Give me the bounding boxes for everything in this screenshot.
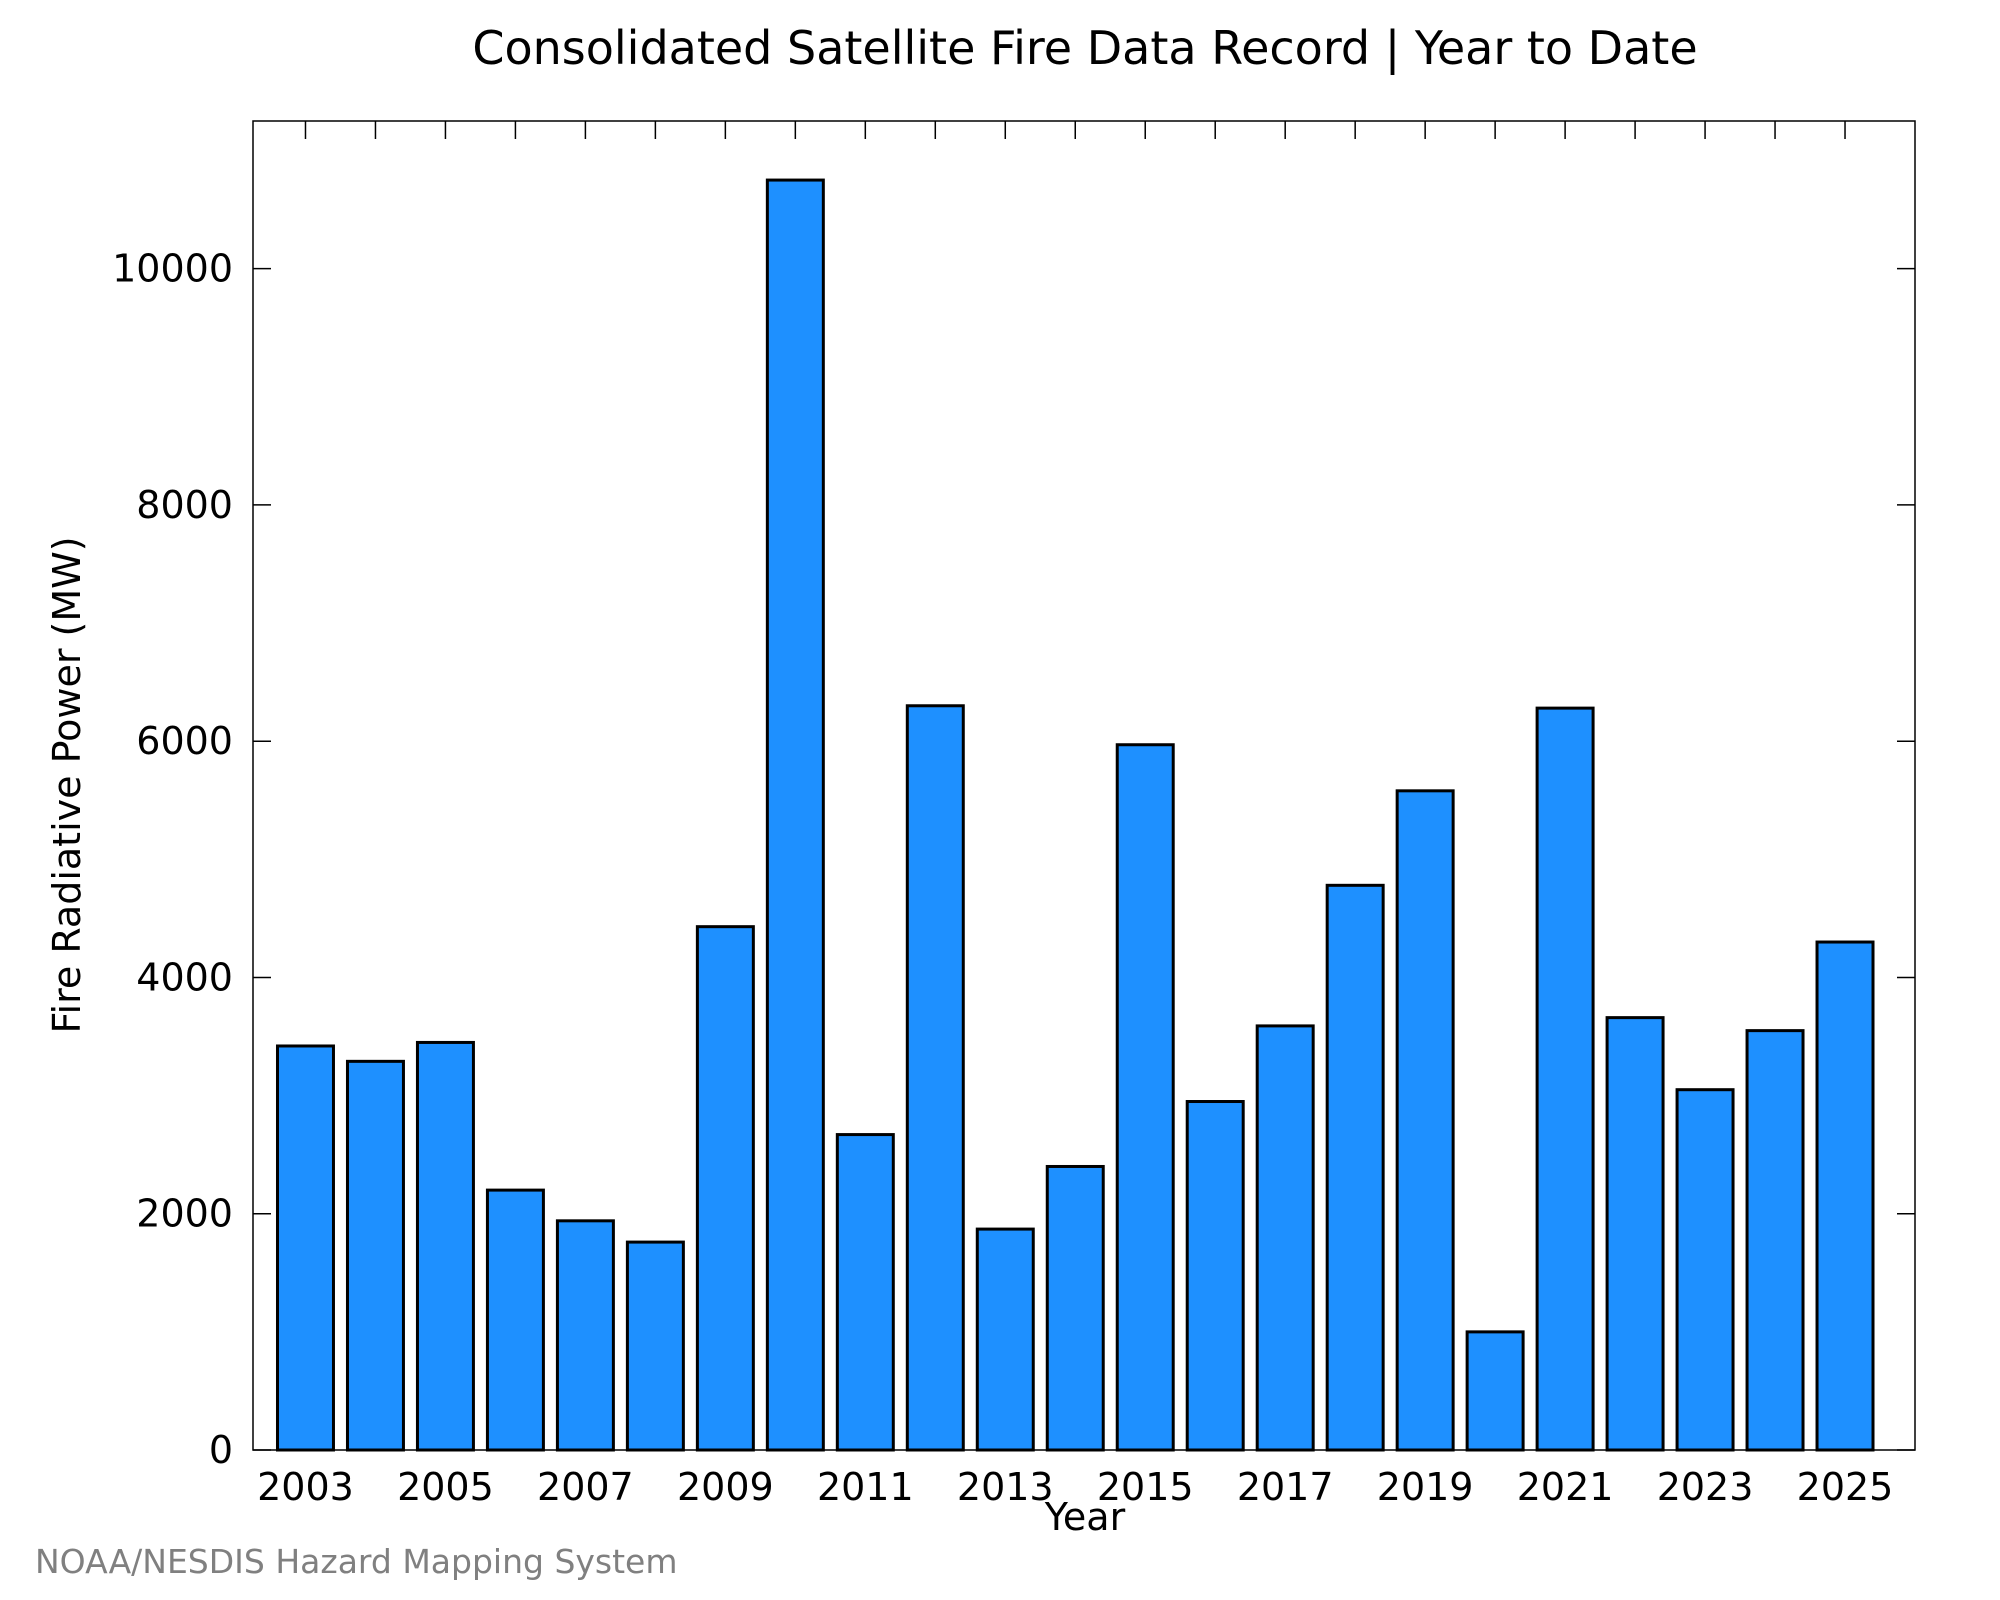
- bar-2020: [1465, 1330, 1525, 1452]
- bar-2003: [275, 1044, 335, 1452]
- bar-2016: [1185, 1100, 1245, 1452]
- bar-2006: [485, 1188, 545, 1452]
- bar-2005: [415, 1040, 475, 1452]
- y-tick-label: 8000: [136, 483, 233, 527]
- bar-2004: [345, 1059, 405, 1452]
- x-tick-label: 2021: [1517, 1465, 1614, 1509]
- y-tick-label: 2000: [136, 1192, 233, 1236]
- bar-2021: [1535, 706, 1595, 1452]
- bar-2009: [695, 925, 755, 1452]
- y-tick-label: 4000: [136, 955, 233, 999]
- bar-2007: [555, 1219, 615, 1452]
- bar-2023: [1675, 1088, 1735, 1452]
- bar-2025: [1815, 940, 1875, 1452]
- x-tick-label: 2023: [1657, 1465, 1754, 1509]
- x-tick-label: 2009: [677, 1465, 774, 1509]
- bar-2018: [1325, 883, 1385, 1452]
- bar-2014: [1045, 1164, 1105, 1452]
- bar-series: [275, 178, 1875, 1452]
- chart-title: Consolidated Satellite Fire Data Record …: [472, 21, 1697, 76]
- x-tick-label: 2025: [1797, 1465, 1894, 1509]
- x-tick-label: 2015: [1097, 1465, 1194, 1509]
- x-tick-label: 2005: [397, 1465, 494, 1509]
- bar-2012: [905, 704, 965, 1452]
- x-axis-label: Year: [1044, 1495, 1126, 1539]
- y-tick-label: 10000: [112, 247, 233, 291]
- bar-2024: [1745, 1029, 1805, 1452]
- x-tick-label: 2011: [817, 1465, 914, 1509]
- y-tick-label: 6000: [136, 719, 233, 763]
- y-axis: 0 2000 4000 6000 8000 10000: [112, 247, 1915, 1472]
- x-tick-label: 2019: [1377, 1465, 1474, 1509]
- bar-2015: [1115, 743, 1175, 1452]
- x-tick-label: 2007: [537, 1465, 634, 1509]
- y-axis-label: Fire Radiative Power (MW): [45, 536, 89, 1033]
- x-tick-label: 2017: [1237, 1465, 1334, 1509]
- bar-2010: [765, 178, 825, 1452]
- bar-2022: [1605, 1016, 1665, 1452]
- x-tick-label: 2013: [957, 1465, 1054, 1509]
- credit-text: NOAA/NESDIS Hazard Mapping System: [35, 1542, 678, 1581]
- bar-2011: [835, 1133, 895, 1452]
- bar-2013: [975, 1227, 1035, 1452]
- y-tick-label: 0: [209, 1428, 233, 1472]
- bar-2017: [1255, 1024, 1315, 1452]
- bar-2008: [625, 1240, 685, 1452]
- x-tick-label: 2003: [257, 1465, 354, 1509]
- x-axis: 2003 2005 2007 2009 2011 2013 2015 2017 2019 2021…: [257, 121, 1893, 1509]
- bar-2019: [1395, 789, 1455, 1452]
